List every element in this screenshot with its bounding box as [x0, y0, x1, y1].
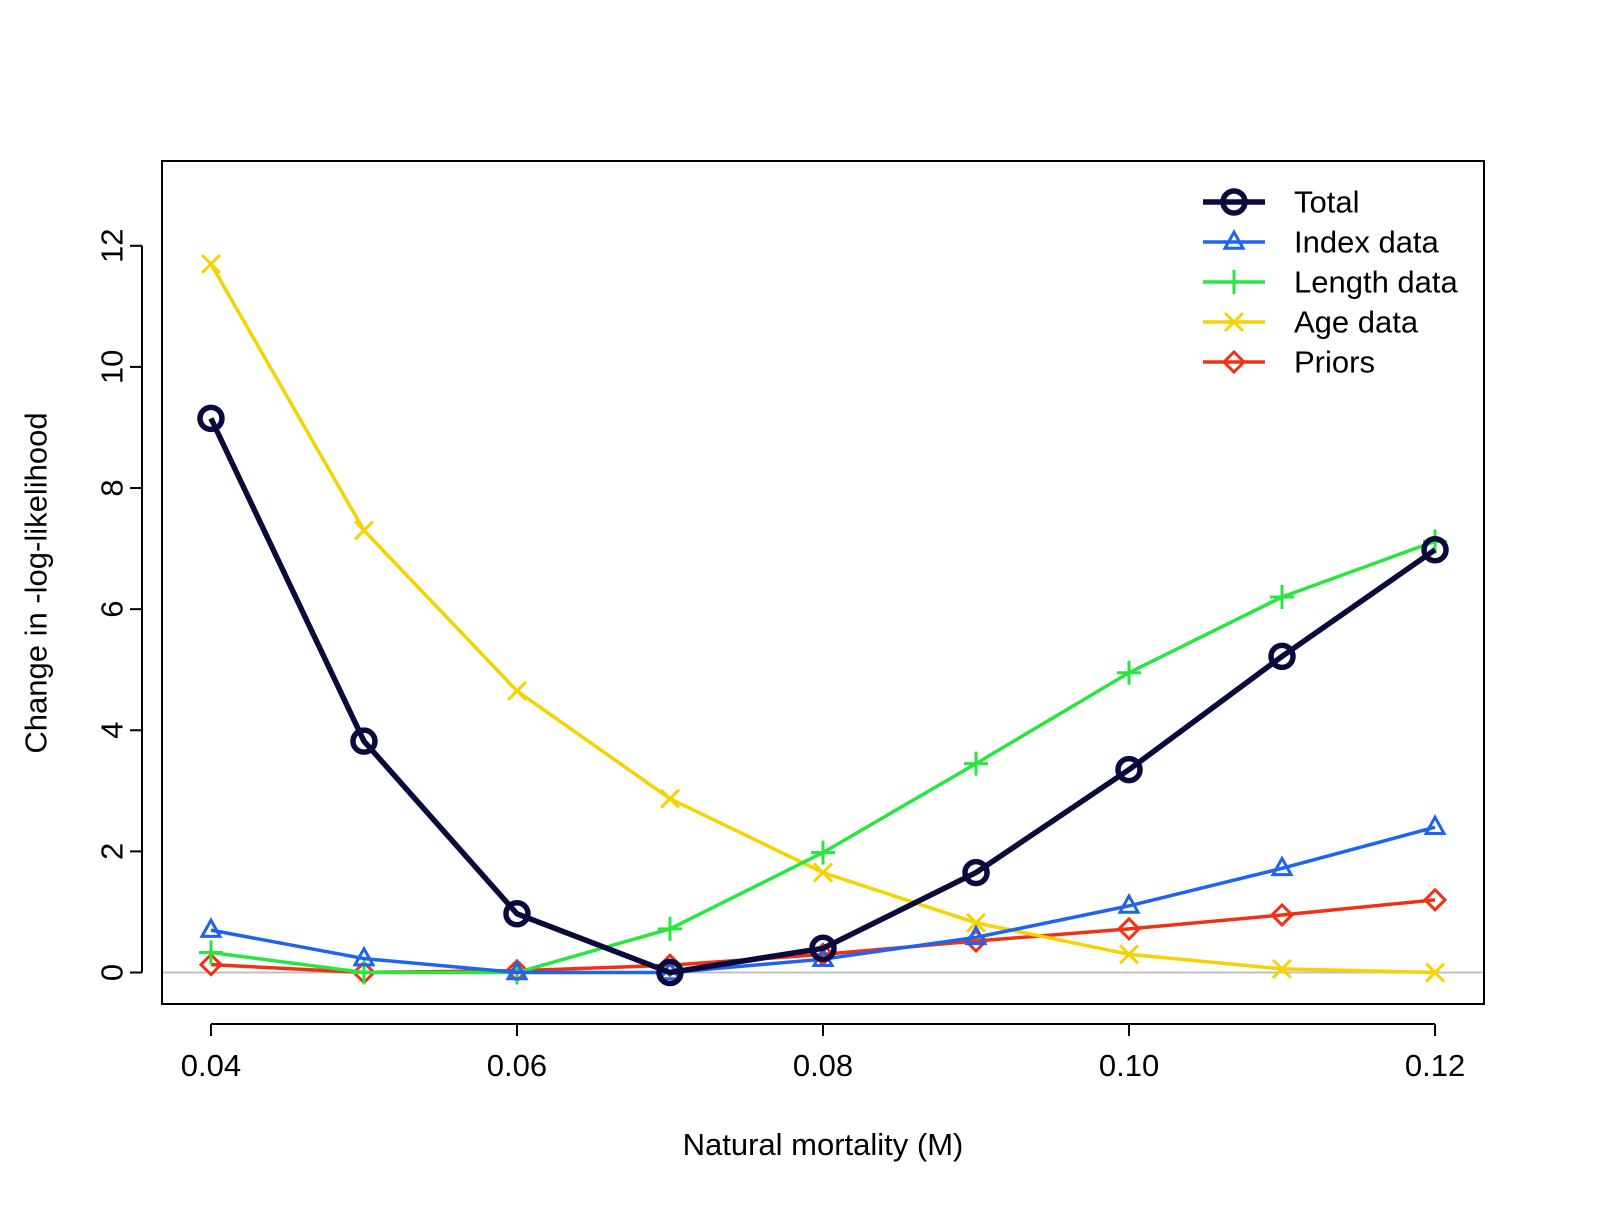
- age-data-point: [1424, 962, 1446, 983]
- age-data-point: [506, 680, 528, 701]
- series-age-data: [200, 253, 1446, 983]
- legend-label-age-data: Age data: [1294, 305, 1419, 340]
- legend-item-length-data: Length data: [1203, 265, 1459, 300]
- total-point: [1115, 755, 1143, 784]
- index-data-point: [199, 917, 223, 938]
- legend: Total Index data Length data Age data Priors: [1203, 185, 1459, 380]
- total-point: [809, 934, 837, 963]
- x-axis-title: Natural mortality (M): [683, 1127, 964, 1162]
- age-data-point: [353, 520, 375, 541]
- y-tick-label: 8: [95, 479, 130, 496]
- y-tick-label: 2: [95, 843, 130, 860]
- length-data-point: [964, 751, 989, 776]
- length-data-point: [1117, 660, 1142, 685]
- legend-marker-index-data: [1222, 229, 1246, 250]
- legend-item-priors: Priors: [1203, 345, 1375, 380]
- legend-item-total: Total: [1203, 185, 1359, 220]
- y-tick-label: 6: [95, 601, 130, 618]
- priors-point: [198, 952, 224, 977]
- priors-point: [1116, 916, 1142, 942]
- plot-frame: [161, 160, 1485, 1005]
- legend-marker-total: [1220, 188, 1248, 216]
- series-layer: [197, 253, 1449, 987]
- age-data-point: [1271, 958, 1293, 979]
- total-point: [1268, 642, 1296, 671]
- length-data-point: [657, 916, 682, 941]
- y-tick-label: 10: [95, 350, 130, 384]
- legend-marker-age-data: [1223, 311, 1245, 333]
- legend-item-age-data: Age data: [1203, 305, 1419, 340]
- y-tick-label: 12: [95, 229, 130, 263]
- age-data-point: [659, 788, 681, 809]
- legend-label-priors: Priors: [1294, 345, 1375, 380]
- index-data-point: [352, 945, 376, 967]
- total-point: [350, 727, 378, 755]
- total-point: [503, 900, 531, 928]
- legend-label-index-data: Index data: [1294, 225, 1440, 260]
- x-tick-label: 0.10: [1099, 1048, 1159, 1083]
- length-data-point: [198, 940, 223, 965]
- age-data-point: [965, 912, 987, 933]
- priors-point: [1269, 902, 1295, 928]
- index-data-point: [1423, 814, 1447, 835]
- index-data-point: [964, 924, 988, 946]
- age-data-point: [812, 862, 834, 883]
- total-point: [197, 404, 225, 433]
- age-data-point: [200, 253, 222, 275]
- x-tick-label: 0.04: [181, 1048, 241, 1083]
- priors-point: [1422, 887, 1448, 912]
- y-tick-label: 4: [95, 722, 130, 739]
- total-point: [962, 858, 990, 887]
- x-tick-label: 0.12: [1405, 1048, 1465, 1083]
- age-data-point: [1118, 944, 1140, 965]
- legend-label-total: Total: [1294, 185, 1359, 220]
- legend-marker-length-data: [1222, 270, 1246, 294]
- total-line: [208, 417, 1437, 976]
- length-data-point: [811, 840, 835, 865]
- legend-item-index-data: Index data: [1203, 225, 1440, 260]
- legend-marker-priors: [1221, 349, 1247, 375]
- x-tick-label: 0.08: [793, 1048, 853, 1083]
- index-data-point: [505, 959, 529, 981]
- total-point: [1421, 536, 1449, 564]
- legend-label-length-data: Length data: [1294, 265, 1459, 300]
- length-data-point: [1270, 585, 1295, 610]
- index-data-point: [1270, 855, 1294, 877]
- y-axis-title: Change in -log-likelihood: [19, 412, 54, 753]
- y-tick-label: 0: [95, 964, 130, 981]
- x-axis: 0.04 0.06 0.08 0.10 0.12: [181, 1023, 1465, 1083]
- total-point: [656, 958, 684, 987]
- y-axis: 0 2 4 6 8 10 12: [95, 229, 143, 981]
- x-tick-label: 0.06: [487, 1048, 547, 1083]
- series-total: [197, 404, 1449, 987]
- index-data-point: [1117, 892, 1141, 914]
